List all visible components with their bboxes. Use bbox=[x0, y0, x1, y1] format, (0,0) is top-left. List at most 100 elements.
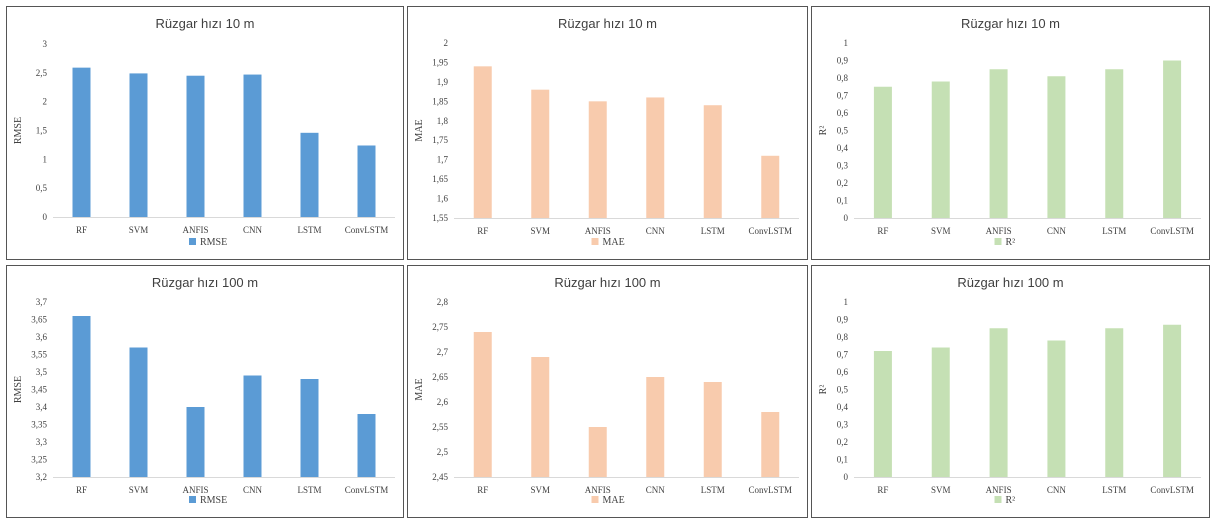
bar-svm bbox=[931, 81, 950, 218]
y-tick-label: 2,5 bbox=[437, 447, 449, 457]
bar-lstm bbox=[300, 379, 319, 477]
y-tick-label: 2 bbox=[444, 38, 449, 48]
y-tick-label: 2,7 bbox=[437, 347, 449, 357]
x-tick-label: SVM bbox=[129, 485, 149, 495]
bar-rf bbox=[72, 316, 91, 477]
bar-cnn bbox=[646, 97, 665, 218]
bar-cnn bbox=[646, 377, 665, 477]
x-tick-label: SVM bbox=[931, 226, 951, 236]
x-tick-label: RF bbox=[477, 226, 488, 236]
y-tick-label: 0,6 bbox=[837, 108, 849, 118]
y-tick-label: 0,8 bbox=[837, 332, 849, 342]
x-tick-label: ConvLSTM bbox=[1150, 226, 1194, 236]
x-tick-label: ANFIS bbox=[182, 485, 208, 495]
legend-label: R² bbox=[1006, 495, 1016, 506]
bar-rf bbox=[873, 351, 892, 477]
chart-title: Rüzgar hızı 10 m bbox=[961, 16, 1060, 31]
y-tick-label: 1,55 bbox=[432, 213, 448, 223]
y-axis-label: RMSE bbox=[13, 376, 24, 403]
y-tick-label: 0,5 bbox=[837, 385, 849, 395]
legend-swatch bbox=[189, 238, 196, 245]
y-tick-label: 0,5 bbox=[36, 183, 48, 193]
chart-svg: Rüzgar hızı 100 m 2,45 2,5 2,55 2,6 2,65 2,7 2,… bbox=[414, 275, 799, 506]
x-tick-label: SVM bbox=[931, 485, 951, 495]
y-axis-label: R² bbox=[818, 126, 829, 136]
chart-svg: Rüzgar hızı 10 m 0 0,1 0,2 0,3 0,4 0,5 0,6 0,7 0,… bbox=[818, 16, 1201, 248]
y-tick-label: 1 bbox=[43, 154, 48, 164]
y-tick-label: 1,7 bbox=[437, 155, 449, 165]
y-tick-label: 0,7 bbox=[837, 350, 849, 360]
bar-cnn bbox=[1047, 340, 1066, 477]
y-tick-label: 3,4 bbox=[36, 402, 48, 412]
y-tick-label: 2,55 bbox=[432, 422, 448, 432]
y-tick-label: 0 bbox=[43, 212, 48, 222]
y-tick-label: 1,75 bbox=[432, 135, 448, 145]
y-tick-label: 0,2 bbox=[837, 437, 848, 447]
y-tick-label: 1 bbox=[844, 38, 849, 48]
bar-convlstm bbox=[1163, 324, 1182, 477]
x-tick-label: SVM bbox=[530, 485, 550, 495]
legend-label: MAE bbox=[603, 237, 625, 248]
y-tick-label: 1,8 bbox=[437, 116, 449, 126]
x-tick-label: CNN bbox=[646, 485, 666, 495]
chart-svg: Rüzgar hızı 10 m 1,55 1,6 1,65 1,7 1,75 1,8 1,8… bbox=[414, 16, 799, 248]
y-tick-label: 1,5 bbox=[36, 126, 48, 136]
y-tick-label: 3,3 bbox=[36, 437, 48, 447]
x-tick-label: LSTM bbox=[1102, 226, 1126, 236]
bar-rf bbox=[473, 332, 492, 477]
bar-svm bbox=[531, 357, 550, 477]
y-tick-label: 1,6 bbox=[437, 194, 449, 204]
x-tick-label: LSTM bbox=[297, 485, 321, 495]
y-tick-label: 0,5 bbox=[837, 126, 849, 136]
x-tick-label: CNN bbox=[1047, 226, 1067, 236]
x-tick-label: LSTM bbox=[701, 226, 725, 236]
bar-lstm bbox=[1105, 69, 1124, 218]
bar-anfis bbox=[989, 69, 1008, 218]
chart-panel-mae-10m: Rüzgar hızı 10 m 1,55 1,6 1,65 1,7 1,75 1,8 1,8… bbox=[407, 6, 808, 260]
chart-panel-r2-100m: Rüzgar hızı 100 m 0 0,1 0,2 0,3 0,4 0,5 0,6 0,7 0… bbox=[811, 265, 1210, 518]
bar-svm bbox=[129, 347, 148, 477]
y-tick-label: 0,3 bbox=[837, 420, 849, 430]
bar-anfis bbox=[186, 407, 205, 477]
bar-convlstm bbox=[1163, 60, 1182, 218]
x-tick-label: LSTM bbox=[701, 485, 725, 495]
bar-anfis bbox=[588, 427, 607, 477]
chart-svg: Rüzgar hızı 10 m 0 0,5 1 1,5 2 2,5 3 RMSE RF SVM AN… bbox=[13, 16, 395, 248]
chart-title: Rüzgar hızı 100 m bbox=[554, 275, 660, 290]
bar-anfis bbox=[588, 101, 607, 218]
bar-lstm bbox=[703, 105, 722, 218]
y-tick-label: 0,9 bbox=[837, 315, 849, 325]
legend-swatch bbox=[994, 496, 1002, 503]
y-tick-label: 0,4 bbox=[837, 143, 849, 153]
x-tick-label: LSTM bbox=[1102, 485, 1126, 495]
chart-panel-rmse-10m: Rüzgar hızı 10 m 0 0,5 1 1,5 2 2,5 3 RMSE RF SVM AN… bbox=[6, 6, 404, 260]
bar-convlstm bbox=[761, 155, 780, 218]
bar-lstm bbox=[703, 382, 722, 477]
y-tick-label: 2 bbox=[43, 97, 48, 107]
y-axis-label: RMSE bbox=[13, 117, 24, 144]
y-tick-label: 3,25 bbox=[31, 455, 47, 465]
x-tick-label: ConvLSTM bbox=[748, 485, 792, 495]
bar-convlstm bbox=[357, 145, 376, 217]
chart-svg: Rüzgar hızı 100 m 3,2 3,25 3,3 3,35 3,4 3,45 3,… bbox=[13, 275, 395, 506]
y-tick-label: 0,3 bbox=[837, 161, 849, 171]
x-tick-label: SVM bbox=[530, 226, 550, 236]
y-tick-label: 3,55 bbox=[31, 350, 47, 360]
x-tick-label: RF bbox=[877, 226, 888, 236]
y-tick-label: 0,9 bbox=[837, 56, 849, 66]
chart-panel-mae-100m: Rüzgar hızı 100 m 2,45 2,5 2,55 2,6 2,65 2,7 2,… bbox=[407, 265, 808, 518]
legend-swatch bbox=[591, 496, 599, 503]
x-tick-label: ANFIS bbox=[182, 225, 208, 235]
y-tick-label: 1,65 bbox=[432, 174, 448, 184]
x-tick-label: ConvLSTM bbox=[345, 225, 389, 235]
bar-anfis bbox=[186, 75, 205, 217]
x-tick-label: ANFIS bbox=[585, 485, 611, 495]
y-tick-label: 3,65 bbox=[31, 315, 47, 325]
bar-cnn bbox=[243, 74, 262, 218]
bar-lstm bbox=[1105, 328, 1124, 477]
x-tick-label: RF bbox=[477, 485, 488, 495]
y-tick-label: 3,45 bbox=[31, 385, 47, 395]
y-tick-label: 2,6 bbox=[437, 397, 449, 407]
y-tick-label: 2,65 bbox=[432, 372, 448, 382]
chart-title: Rüzgar hızı 100 m bbox=[957, 275, 1063, 290]
